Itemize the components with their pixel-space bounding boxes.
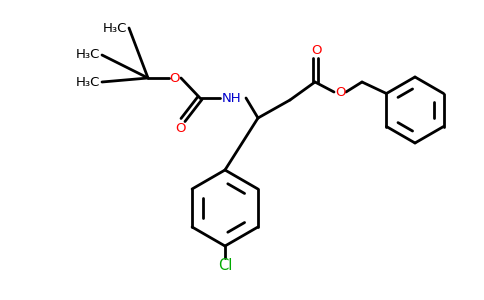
Text: H₃C: H₃C — [76, 76, 100, 88]
Text: H₃C: H₃C — [103, 22, 127, 34]
Text: Cl: Cl — [218, 259, 232, 274]
Text: H₃C: H₃C — [76, 49, 100, 62]
Text: O: O — [170, 71, 180, 85]
Text: O: O — [335, 85, 345, 98]
Text: O: O — [311, 44, 321, 56]
Text: NH: NH — [222, 92, 242, 104]
Text: O: O — [176, 122, 186, 134]
